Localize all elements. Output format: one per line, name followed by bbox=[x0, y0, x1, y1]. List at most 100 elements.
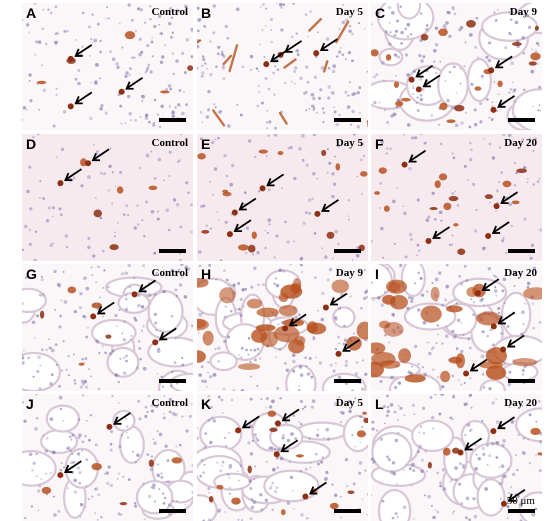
micrograph bbox=[22, 3, 193, 130]
condition-label: Day 20 bbox=[504, 267, 537, 279]
arrow-icon bbox=[63, 460, 82, 473]
panel-b: B Day 5 bbox=[197, 3, 368, 130]
arrow-icon bbox=[432, 226, 451, 239]
arrow-icon bbox=[469, 358, 488, 372]
arrow-icon bbox=[241, 415, 260, 429]
arrow-icon bbox=[507, 489, 526, 502]
panel-letter: H bbox=[201, 266, 212, 282]
arrow-icon bbox=[464, 437, 483, 451]
scale-bar bbox=[508, 118, 535, 122]
scale-label: 50 μm bbox=[506, 495, 535, 507]
arrow-icon bbox=[281, 408, 300, 422]
arrow-icon bbox=[415, 64, 434, 78]
arrow-icon bbox=[158, 327, 177, 341]
condition-label: Day 5 bbox=[335, 397, 363, 409]
micrograph bbox=[371, 394, 542, 521]
arrow-icon bbox=[497, 95, 516, 108]
panel-letter: K bbox=[201, 396, 212, 412]
panel-k: K Day 5 bbox=[197, 394, 368, 521]
arrow-icon bbox=[497, 416, 515, 430]
arrow-icon bbox=[408, 149, 427, 163]
arrow-icon bbox=[113, 412, 131, 425]
panel-j: J Control bbox=[22, 394, 193, 521]
micrograph bbox=[371, 3, 542, 130]
panel-letter: L bbox=[375, 396, 384, 412]
arrow-icon bbox=[500, 191, 519, 205]
scale-bar bbox=[508, 509, 535, 513]
micrograph bbox=[22, 394, 193, 521]
scale-bar bbox=[334, 509, 361, 513]
arrow-icon bbox=[74, 91, 93, 105]
scale-bar bbox=[508, 379, 535, 383]
arrow-icon bbox=[64, 168, 82, 182]
condition-label: Day 9 bbox=[509, 6, 537, 18]
arrow-icon bbox=[91, 148, 110, 162]
panel-letter: J bbox=[26, 396, 34, 412]
scale-bar bbox=[159, 118, 186, 122]
arrow-icon bbox=[280, 439, 299, 453]
condition-label: Control bbox=[151, 397, 188, 409]
panel-c: C Day 9 bbox=[371, 3, 542, 130]
panel-f: F Day 20 bbox=[371, 134, 542, 261]
panel-h: H Day 9 bbox=[197, 264, 368, 391]
scale-bar bbox=[159, 379, 186, 383]
arrow-icon bbox=[342, 339, 361, 352]
panel-letter: I bbox=[375, 266, 379, 282]
micrograph bbox=[197, 264, 368, 391]
condition-label: Day 20 bbox=[504, 397, 537, 409]
panel-letter: E bbox=[201, 136, 211, 152]
condition-label: Control bbox=[151, 267, 188, 279]
panel-e: E Day 5 bbox=[197, 134, 368, 261]
micrograph bbox=[197, 134, 368, 261]
arrow-icon bbox=[288, 313, 307, 327]
arrow-icon bbox=[329, 292, 348, 306]
arrow-icon bbox=[309, 481, 327, 495]
panel-letter: A bbox=[26, 5, 37, 21]
panel-i: I Day 20 bbox=[371, 264, 542, 391]
panel-letter: G bbox=[26, 266, 37, 282]
micrograph bbox=[197, 3, 368, 130]
arrow-icon bbox=[238, 197, 257, 211]
arrow-icon bbox=[497, 311, 516, 325]
panel-l: L Day 20 50 μm bbox=[371, 394, 542, 521]
panel-d: D Control bbox=[22, 134, 193, 261]
micrograph bbox=[22, 134, 193, 261]
micrograph bbox=[371, 264, 542, 391]
arrow-icon bbox=[321, 199, 339, 212]
arrow-icon bbox=[491, 221, 510, 234]
panel-g: G Control bbox=[22, 264, 193, 391]
arrow-icon bbox=[481, 278, 500, 292]
arrow-icon bbox=[266, 173, 285, 187]
condition-label: Day 5 bbox=[335, 137, 363, 149]
arrow-icon bbox=[422, 74, 441, 88]
arrow-icon bbox=[506, 334, 525, 348]
arrow-icon bbox=[74, 44, 93, 57]
panel-a: A Control bbox=[22, 3, 193, 130]
arrow-icon bbox=[319, 38, 338, 52]
condition-label: Day 20 bbox=[504, 137, 537, 149]
arrow-icon bbox=[96, 301, 115, 315]
panel-letter: C bbox=[375, 5, 386, 21]
condition-label: Control bbox=[151, 6, 188, 18]
condition-label: Control bbox=[151, 137, 188, 149]
panel-letter: F bbox=[375, 136, 384, 152]
arrow-icon bbox=[125, 77, 144, 90]
scale-bar bbox=[334, 379, 361, 383]
arrow-icon bbox=[138, 279, 157, 293]
panel-letter: B bbox=[201, 5, 212, 21]
micrograph bbox=[22, 264, 193, 391]
scale-bar bbox=[159, 509, 186, 513]
panel-letter: D bbox=[26, 136, 37, 152]
scale-bar bbox=[159, 249, 186, 253]
condition-label: Day 5 bbox=[335, 6, 363, 18]
scale-bar bbox=[334, 249, 361, 253]
micrograph bbox=[197, 394, 368, 521]
arrow-icon bbox=[233, 219, 252, 233]
arrow-icon bbox=[269, 49, 288, 63]
micrograph bbox=[371, 134, 542, 261]
arrow-icon bbox=[494, 55, 513, 69]
condition-label: Day 9 bbox=[335, 267, 363, 279]
scale-bar bbox=[334, 118, 361, 122]
scale-bar bbox=[508, 249, 535, 253]
